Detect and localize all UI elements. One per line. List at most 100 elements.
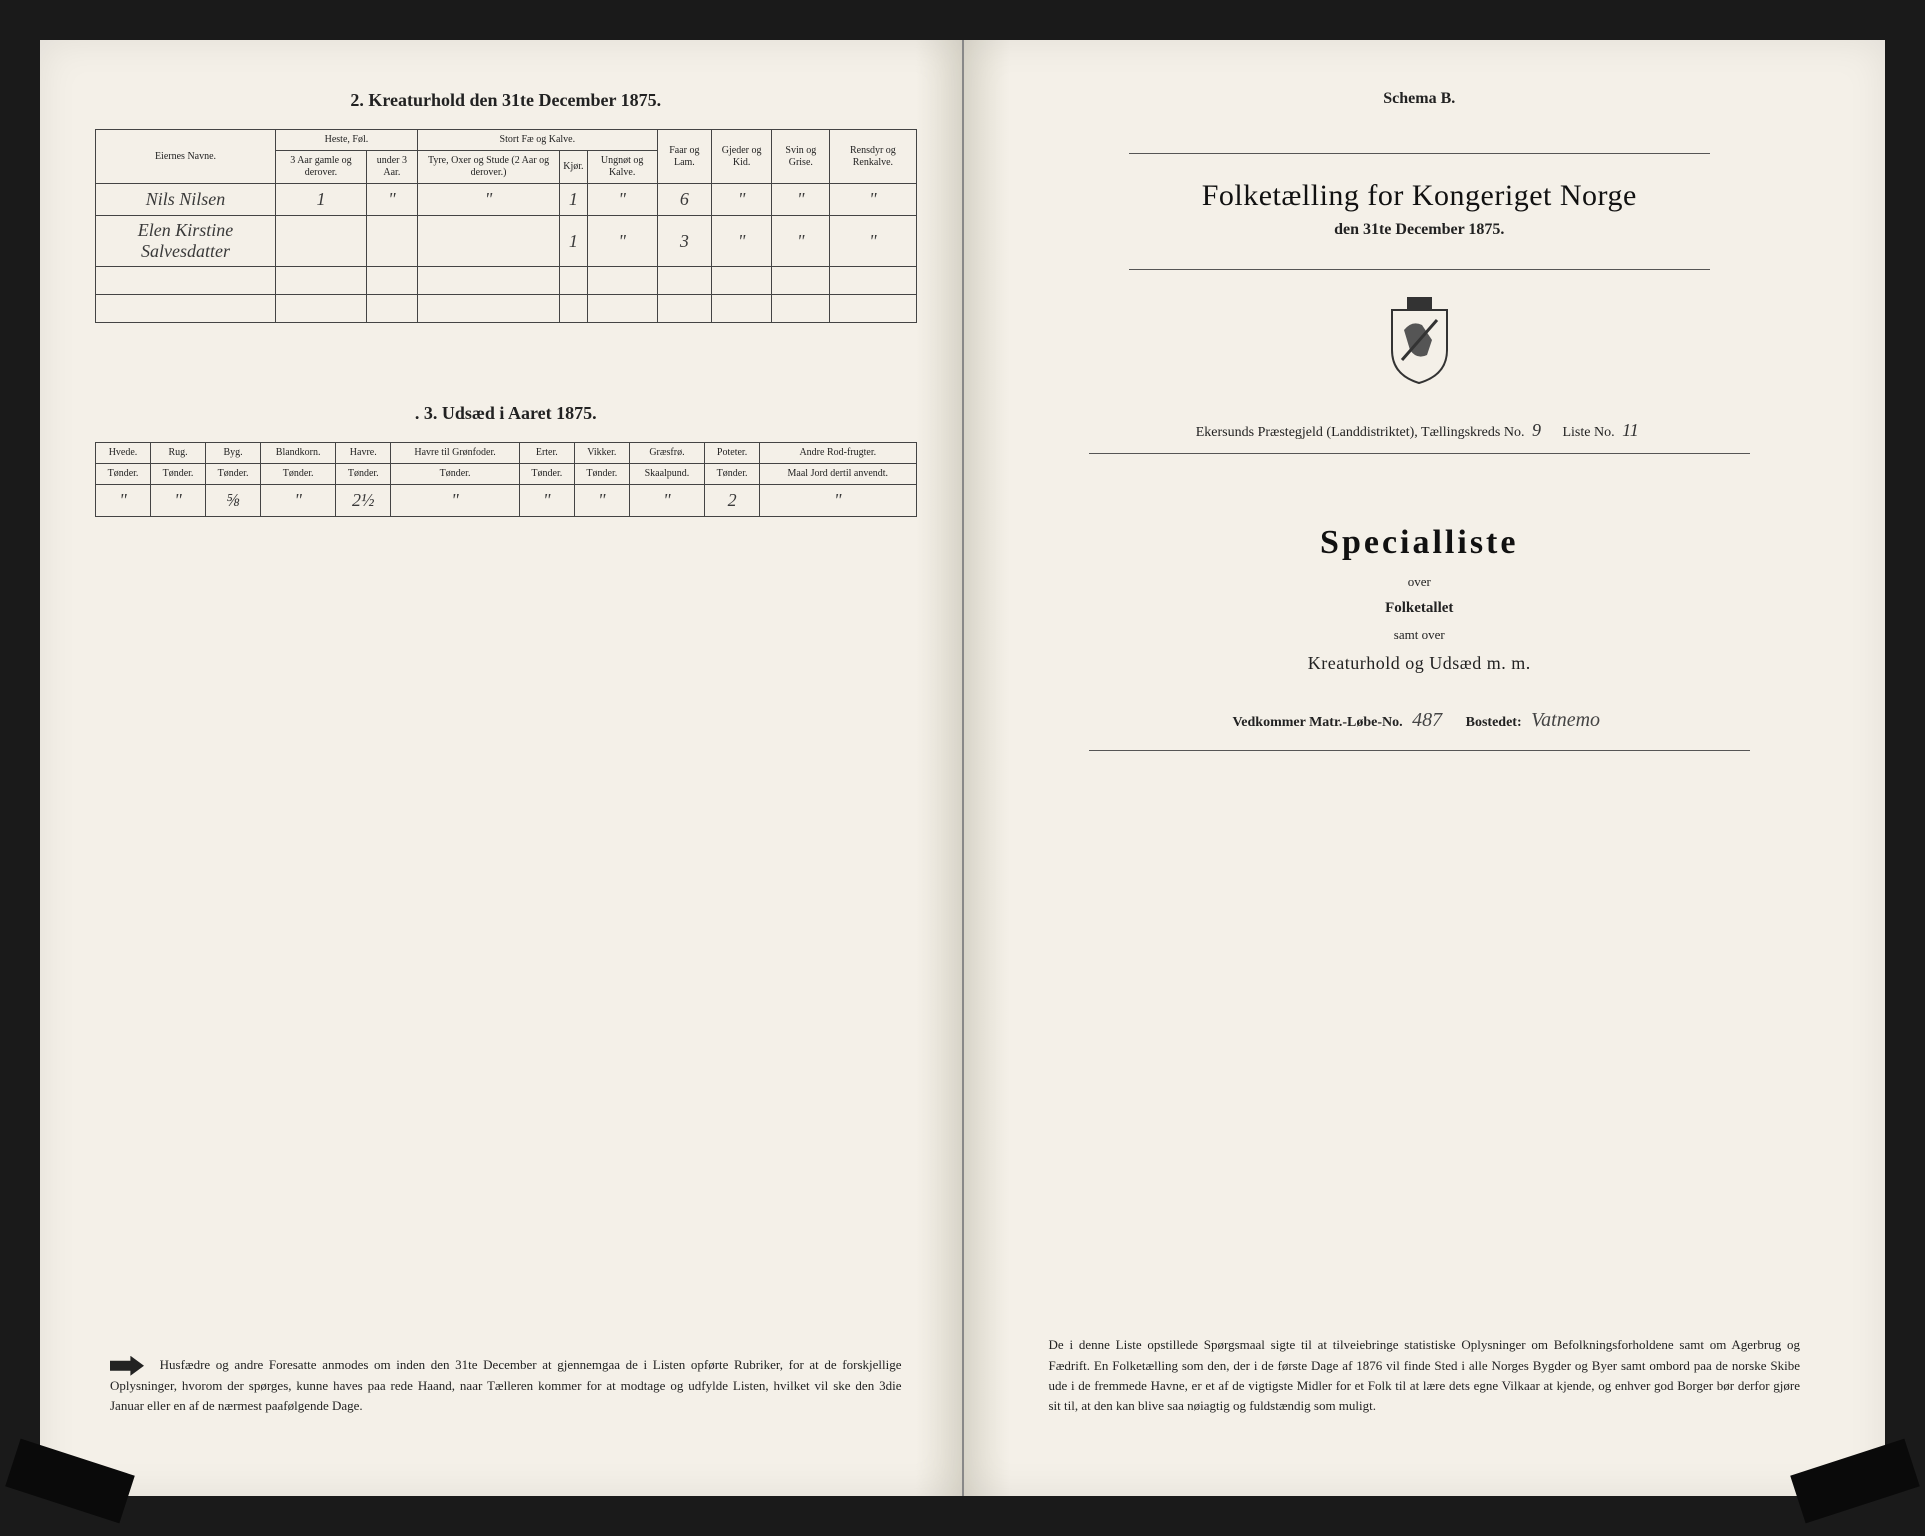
- table-kreaturhold: Eiernes Navne. Heste, Føl. Stort Fæ og K…: [95, 129, 917, 323]
- cell: ": [760, 485, 916, 517]
- unit: Tønder.: [705, 464, 760, 485]
- col-gjeder: Gjeder og Kid.: [711, 130, 771, 184]
- unit: Tønder.: [519, 464, 574, 485]
- district-prefix: Ekersunds Præstegjeld (Landdistriktet), …: [1196, 425, 1525, 440]
- liste-no: 11: [1618, 420, 1643, 440]
- matr-label: Vedkommer Matr.-Løbe-No.: [1232, 715, 1402, 730]
- col-owner: Eiernes Navne.: [96, 130, 276, 184]
- unit: Tønder.: [336, 464, 391, 485]
- unit: Tønder.: [261, 464, 336, 485]
- col: Blandkorn.: [261, 443, 336, 464]
- unit: Maal Jord dertil anvendt.: [760, 464, 916, 485]
- matr-line: Vedkommer Matr.-Løbe-No. 487 Bostedet: V…: [1009, 709, 1831, 732]
- bostedet-value: Vatnemo: [1525, 709, 1606, 731]
- cell: ": [151, 485, 206, 517]
- col-rensdyr: Rensdyr og Renkalve.: [830, 130, 916, 184]
- cell: ": [629, 485, 704, 517]
- special-sub: samt over: [1009, 627, 1831, 643]
- cell: 1: [276, 184, 367, 216]
- cell: ": [519, 485, 574, 517]
- cell: ": [711, 184, 771, 216]
- unit: Tønder.: [574, 464, 629, 485]
- cell: ": [96, 485, 151, 517]
- footer-note-right: De i denne Liste opstillede Spørgsmaal s…: [1049, 1335, 1801, 1416]
- divider: [1089, 453, 1751, 454]
- table-row-empty: [96, 267, 917, 295]
- col-fae-b: Kjør.: [560, 151, 587, 184]
- col: Havre til Grønfoder.: [391, 443, 520, 464]
- liste-label: Liste No.: [1562, 425, 1614, 440]
- colgrp-fae: Stort Fæ og Kalve.: [417, 130, 657, 151]
- table-row: " " ⅝ " 2½ " " " " 2 ": [96, 485, 917, 517]
- cell: 3: [657, 216, 711, 267]
- cell: ": [830, 216, 916, 267]
- right-page: Schema B. Folketælling for Kongeriget No…: [964, 40, 1886, 1496]
- col-faar: Faar og Lam.: [657, 130, 711, 184]
- cell: ": [261, 485, 336, 517]
- special-sub: Kreaturhold og Udsæd m. m.: [1009, 653, 1831, 674]
- cell: 2: [705, 485, 760, 517]
- cell: 1: [560, 216, 587, 267]
- col: Andre Rod-frugter.: [760, 443, 916, 464]
- unit: Tønder.: [151, 464, 206, 485]
- section2-title: 2. Kreaturhold den 31te December 1875.: [95, 90, 917, 111]
- cell: ": [587, 184, 657, 216]
- col: Vikker.: [574, 443, 629, 464]
- cell: ": [772, 216, 830, 267]
- unit: Tønder.: [391, 464, 520, 485]
- special-sub: Folketallet: [1009, 600, 1831, 617]
- cell-owner: Nils Nilsen: [96, 184, 276, 216]
- cell: ": [366, 184, 417, 216]
- district-line: Ekersunds Præstegjeld (Landdistriktet), …: [1009, 420, 1831, 441]
- col-svin: Svin og Grise.: [772, 130, 830, 184]
- cell: 1: [560, 184, 587, 216]
- col: Erter.: [519, 443, 574, 464]
- cell: [366, 216, 417, 267]
- col: Havre.: [336, 443, 391, 464]
- matr-no: 487: [1406, 709, 1448, 731]
- cell: ": [830, 184, 916, 216]
- page-clip-icon: [1790, 1439, 1920, 1524]
- colgrp-heste: Heste, Føl.: [276, 130, 418, 151]
- col: Hvede.: [96, 443, 151, 464]
- district-no: 9: [1528, 420, 1545, 440]
- pointing-hand-icon: [110, 1356, 144, 1376]
- col-heste-b: under 3 Aar.: [366, 151, 417, 184]
- cell: ⅝: [206, 485, 261, 517]
- main-date: den 31te December 1875.: [1009, 221, 1831, 239]
- specialliste-title: Specialliste: [1009, 524, 1831, 562]
- bostedet-label: Bostedet:: [1466, 715, 1522, 730]
- col: Byg.: [206, 443, 261, 464]
- col: Rug.: [151, 443, 206, 464]
- cell: ": [711, 216, 771, 267]
- divider: [1129, 153, 1711, 154]
- page-clip-icon: [5, 1439, 135, 1524]
- unit: Tønder.: [96, 464, 151, 485]
- cell: ": [391, 485, 520, 517]
- special-sub: over: [1009, 574, 1831, 590]
- schema-label: Schema B.: [1009, 90, 1831, 108]
- col-heste-a: 3 Aar gamle og derover.: [276, 151, 367, 184]
- cell: ": [772, 184, 830, 216]
- main-title: Folketælling for Kongeriget Norge: [1009, 179, 1831, 213]
- col-fae-c: Ungnøt og Kalve.: [587, 151, 657, 184]
- coat-of-arms-icon: [1382, 295, 1457, 385]
- cell: [417, 216, 559, 267]
- footer-text: Husfædre og andre Foresatte anmodes om i…: [110, 1357, 902, 1413]
- footer-note-left: Husfædre og andre Foresatte anmodes om i…: [110, 1355, 902, 1416]
- table-udsaed: Hvede. Rug. Byg. Blandkorn. Havre. Havre…: [95, 442, 917, 517]
- table-row: Elen Kirstine Salvesdatter 1 " 3 " " ": [96, 216, 917, 267]
- cell: ": [587, 216, 657, 267]
- unit: Skaalpund.: [629, 464, 704, 485]
- cell: ": [417, 184, 559, 216]
- cell-owner: Elen Kirstine Salvesdatter: [96, 216, 276, 267]
- col: Poteter.: [705, 443, 760, 464]
- table-row: Nils Nilsen 1 " " 1 " 6 " " ": [96, 184, 917, 216]
- cell: ": [574, 485, 629, 517]
- col: Græsfrø.: [629, 443, 704, 464]
- col-fae-a: Tyre, Oxer og Stude (2 Aar og derover.): [417, 151, 559, 184]
- cell: [276, 216, 367, 267]
- book-spread: 2. Kreaturhold den 31te December 1875. E…: [40, 40, 1885, 1496]
- section3-title: . 3. Udsæd i Aaret 1875.: [95, 403, 917, 424]
- unit: Tønder.: [206, 464, 261, 485]
